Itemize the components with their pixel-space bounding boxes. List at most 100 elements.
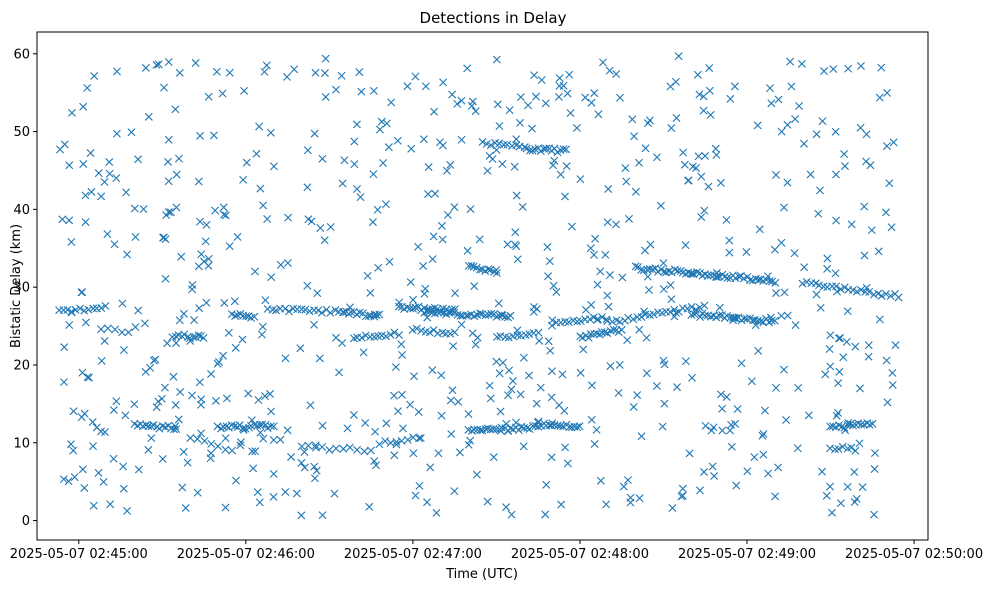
detection-marker	[412, 324, 421, 333]
y-tick-label: 50	[13, 125, 30, 140]
detection-marker	[495, 122, 504, 130]
detection-marker	[716, 390, 725, 399]
detection-marker	[290, 65, 299, 74]
detection-marker	[528, 146, 537, 155]
detection-marker	[157, 394, 166, 403]
detection-marker	[382, 419, 391, 428]
detection-marker	[268, 305, 277, 314]
detection-marker	[372, 461, 381, 470]
detection-marker	[550, 156, 559, 165]
detection-marker	[806, 170, 815, 179]
detection-marker	[492, 55, 501, 64]
detection-marker	[421, 82, 430, 91]
detection-marker	[603, 218, 612, 227]
detection-marker	[637, 265, 646, 274]
detection-marker	[694, 152, 703, 161]
detection-marker	[579, 345, 588, 354]
detection-marker	[356, 193, 365, 202]
detection-marker	[357, 333, 366, 342]
detection-marker	[172, 203, 181, 212]
detection-marker	[563, 459, 572, 468]
detection-marker	[860, 202, 869, 211]
detection-marker	[765, 277, 774, 285]
detection-marker	[417, 326, 426, 335]
detection-marker	[506, 311, 515, 320]
detection-marker	[258, 420, 267, 429]
detection-marker	[735, 272, 744, 281]
detection-marker	[891, 341, 900, 350]
detection-marker	[659, 356, 668, 365]
detection-marker	[523, 423, 532, 432]
detection-marker	[304, 441, 313, 450]
detection-marker	[258, 322, 267, 331]
detection-marker	[186, 433, 195, 442]
detection-marker	[381, 200, 390, 209]
detection-marker	[381, 437, 390, 446]
detection-marker	[196, 217, 205, 226]
detection-marker	[197, 429, 206, 438]
detection-marker	[462, 311, 471, 320]
detection-marker	[635, 325, 644, 334]
detection-marker	[600, 328, 609, 337]
detection-marker	[678, 491, 687, 500]
detection-marker	[253, 488, 262, 497]
detection-marker	[199, 333, 208, 342]
detection-marker	[850, 498, 859, 507]
detection-marker	[403, 82, 412, 91]
detection-marker	[870, 449, 879, 458]
detection-marker	[766, 313, 775, 322]
detection-marker	[166, 208, 175, 217]
detection-marker	[772, 170, 780, 179]
detection-marker	[590, 440, 599, 448]
detection-marker	[331, 85, 340, 94]
detection-marker	[119, 346, 128, 355]
detection-marker	[244, 389, 253, 398]
detection-marker	[700, 206, 709, 215]
detection-marker	[786, 57, 795, 66]
detection-marker	[603, 291, 612, 300]
detection-marker	[486, 265, 495, 274]
detection-marker	[123, 506, 132, 515]
detection-marker	[771, 492, 780, 501]
detection-marker	[64, 477, 73, 486]
detection-marker	[513, 255, 522, 264]
detection-marker	[535, 336, 544, 345]
detection-marker	[381, 332, 390, 341]
detection-marker	[470, 282, 479, 291]
detection-marker	[687, 302, 696, 311]
y-axis: 0 10 20 30 40 50 60	[13, 47, 37, 529]
detection-marker	[637, 313, 646, 322]
detection-marker	[338, 179, 347, 188]
detection-marker	[484, 265, 493, 274]
detection-marker	[857, 420, 866, 429]
detection-marker	[667, 124, 676, 133]
detection-marker	[112, 129, 121, 138]
detection-marker	[301, 305, 310, 314]
detection-marker	[317, 308, 326, 317]
detection-marker	[794, 383, 803, 392]
detection-marker	[81, 191, 90, 200]
detection-marker	[262, 61, 271, 70]
detection-marker	[472, 470, 481, 479]
detection-marker	[754, 346, 763, 355]
detection-marker	[350, 160, 359, 169]
detection-marker	[118, 299, 127, 308]
detection-marker	[221, 503, 230, 512]
detection-marker	[214, 442, 222, 451]
detection-marker	[690, 310, 699, 319]
detection-marker	[431, 189, 440, 198]
detection-marker	[432, 508, 441, 517]
detection-marker	[559, 145, 568, 154]
detection-marker	[67, 108, 76, 117]
detection-marker	[201, 237, 210, 246]
detection-marker	[598, 313, 606, 322]
detection-marker	[514, 426, 523, 435]
detection-marker	[180, 330, 189, 339]
detection-marker	[707, 426, 716, 435]
detection-marker	[87, 187, 96, 196]
detection-marker	[881, 208, 890, 217]
detection-marker	[637, 432, 646, 441]
detection-marker	[347, 308, 356, 317]
detection-marker	[284, 213, 293, 222]
detection-marker	[732, 481, 741, 490]
